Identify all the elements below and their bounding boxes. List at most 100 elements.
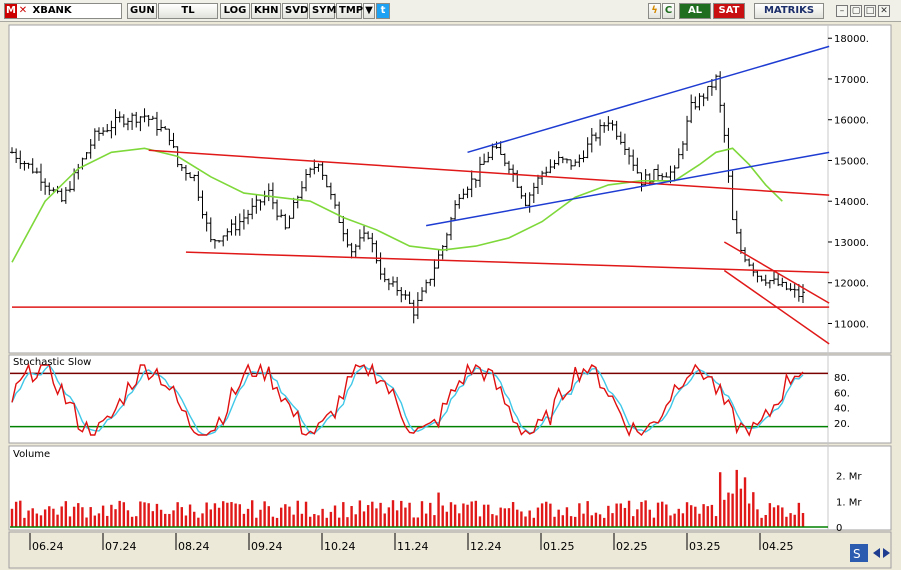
twitter-icon[interactable]: t [376, 3, 390, 19]
volume-bar [586, 501, 589, 527]
volume-bar [321, 508, 324, 527]
volume-bar [640, 501, 643, 527]
price-tick-label: 17000. [834, 75, 869, 86]
stochastic-tick-label: 80. [834, 373, 850, 384]
volume-bar [325, 517, 328, 527]
volume-bar [68, 516, 72, 527]
volume-bar [143, 502, 146, 527]
volume-bar [429, 502, 432, 527]
restore-icon[interactable]: ▢ [850, 5, 862, 17]
volume-bar [395, 510, 399, 527]
svd-button[interactable]: SVD [282, 3, 308, 19]
volume-bar [23, 517, 26, 527]
volume-bar [89, 507, 92, 527]
volume-bar [503, 508, 507, 527]
volume-tick-label: 0 [836, 523, 842, 534]
volume-bar [164, 513, 167, 527]
volume-bar [789, 513, 792, 527]
volume-bar [366, 505, 370, 527]
time-tick-label: 07.24 [105, 540, 137, 553]
close-symbol-icon[interactable]: ✕ [17, 4, 29, 18]
khn-button[interactable]: KHN [251, 3, 281, 19]
volume-bar [565, 507, 569, 527]
volume-bar [412, 517, 415, 527]
volume-bar [636, 509, 639, 527]
price-axis: 11000. 12000. 13000. 14000. 15000. 16000. 1700… [828, 34, 869, 330]
scroll-right-icon[interactable] [883, 548, 890, 558]
volume-bar [536, 507, 540, 527]
price-tick-label: 11000. [834, 319, 869, 330]
volume-bar [114, 509, 117, 527]
volume-bar [747, 503, 751, 527]
sym-button[interactable]: SYM [309, 3, 336, 19]
volume-bar [677, 508, 680, 527]
volume-bar [64, 501, 68, 527]
volume-bar [205, 502, 208, 527]
volume-bar [387, 507, 391, 527]
volume-bar [275, 517, 279, 527]
sync-button[interactable] [850, 544, 868, 562]
close-icon[interactable]: ✕ [878, 5, 890, 17]
volume-bar [611, 513, 614, 527]
volume-bar [118, 500, 121, 527]
stochastic-axis: 20. 40. 60. 80. [834, 373, 850, 430]
volume-bar [785, 516, 788, 527]
refresh-icon[interactable]: C [662, 3, 675, 19]
volume-bar [222, 501, 225, 527]
volume-bar [689, 505, 693, 527]
sync-icon: S [853, 547, 861, 561]
currency-button[interactable]: TL [158, 3, 218, 19]
volume-bar [656, 502, 660, 527]
buy-button[interactable]: AL [679, 3, 711, 19]
volume-bar [470, 501, 473, 527]
volume-bar [333, 505, 337, 527]
price-tick-label: 12000. [834, 279, 869, 290]
lightning-icon[interactable]: ϟ [648, 3, 661, 19]
volume-bar [615, 503, 618, 527]
symbol-field[interactable]: M ✕ XBANK [4, 3, 122, 19]
volume-bar [735, 469, 738, 527]
dropdown-arrow-icon[interactable]: ▼ [363, 3, 375, 19]
volume-bar [702, 504, 705, 527]
symbol-label: XBANK [32, 5, 72, 16]
volume-bar [354, 514, 357, 527]
maximize-icon[interactable]: □ [864, 5, 876, 17]
volume-bar [632, 516, 635, 527]
volume-bar [731, 493, 734, 527]
volume-bar [209, 509, 212, 527]
volume-bar [793, 514, 796, 527]
volume-bar [271, 516, 275, 527]
volume-bar [673, 513, 676, 527]
volume-bar [768, 503, 772, 527]
volume-bar [772, 507, 776, 527]
volume-bar [797, 502, 801, 527]
volume-bar [362, 511, 366, 527]
scroll-left-icon[interactable] [873, 548, 880, 558]
volume-bars [10, 469, 828, 528]
volume-bar [478, 516, 482, 527]
volume-bar [304, 501, 308, 527]
minimize-icon[interactable]: – [836, 5, 848, 17]
volume-bar [553, 516, 556, 527]
volume-bar [416, 517, 420, 527]
volume-bar [159, 509, 163, 527]
volume-bar [81, 507, 84, 527]
log-button[interactable]: LOG [220, 3, 250, 19]
volume-bar [644, 500, 647, 527]
period-button[interactable]: GUN [127, 3, 157, 19]
volume-tick-label: 1. Mr [836, 497, 862, 508]
volume-bar [714, 516, 718, 527]
volume-axis: 0 1. Mr 2. Mr [836, 472, 862, 534]
tmp-button[interactable]: TMP [336, 3, 363, 19]
volume-bar [516, 509, 519, 527]
volume-bar [578, 503, 581, 527]
sell-button[interactable]: SAT [713, 3, 745, 19]
volume-bar [135, 516, 138, 527]
volume-bar [603, 517, 606, 527]
volume-bar [449, 502, 453, 527]
volume-bar [176, 502, 179, 527]
volume-bar [234, 503, 237, 527]
volume-bar [85, 517, 88, 527]
volume-bar [197, 517, 200, 527]
volume-bar [756, 509, 759, 527]
